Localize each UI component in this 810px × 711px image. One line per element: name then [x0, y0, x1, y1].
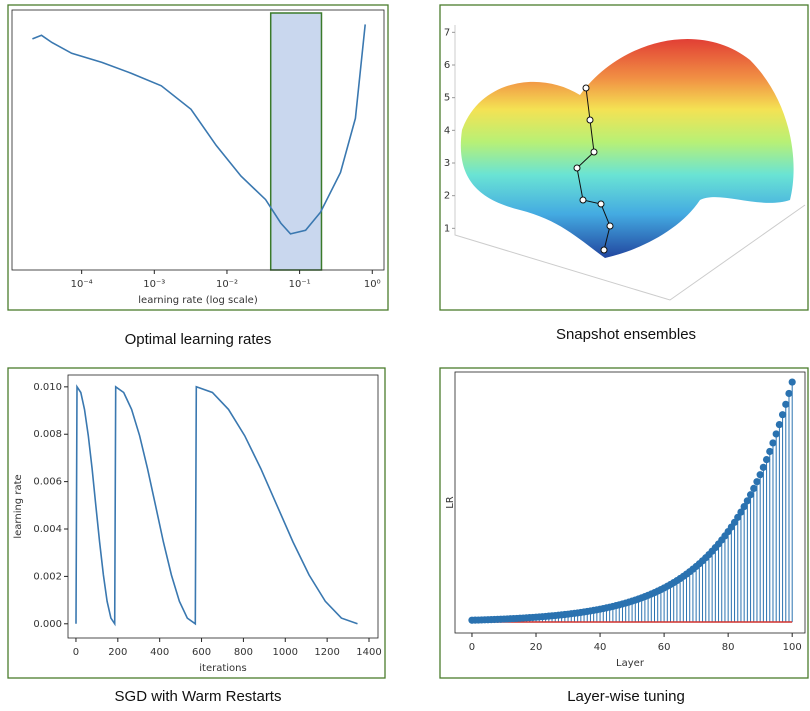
stem-marker — [744, 497, 751, 504]
x-axis-label: Layer — [616, 658, 645, 669]
x-tick-label: 20 — [530, 642, 543, 653]
y-axis-label: LR — [445, 496, 456, 509]
x-tick-label: 100 — [783, 642, 802, 653]
stem-marker — [785, 390, 792, 397]
x-tick-label: 400 — [150, 647, 169, 658]
chart-title: Snapshot ensembles — [556, 326, 696, 343]
z-tick-label: 3 — [444, 158, 450, 169]
stem-marker — [763, 456, 770, 463]
x-tick-label: 200 — [108, 647, 127, 658]
stem-marker — [747, 491, 754, 498]
y-tick-label: 0.008 — [33, 429, 62, 440]
panel-frame — [8, 5, 388, 310]
x-tick-label: 60 — [658, 642, 671, 653]
chart-title: Layer-wise tuning — [567, 688, 685, 705]
x-tick-label: 0 — [73, 647, 79, 658]
stem-marker — [769, 439, 776, 446]
axes-frame — [455, 372, 805, 633]
z-tick-label: 5 — [444, 93, 450, 104]
x-tick-label: 1000 — [273, 647, 298, 658]
x-tick-label: 0 — [469, 642, 475, 653]
x-axis-label: learning rate (log scale) — [138, 295, 258, 306]
x-axis-label: iterations — [199, 663, 246, 674]
x-tick-label: 1200 — [314, 647, 339, 658]
y-axis-label: learning rate — [13, 474, 24, 538]
y-tick-label: 0.010 — [33, 382, 62, 393]
highlight-band — [271, 13, 322, 270]
x-tick-label: 40 — [594, 642, 607, 653]
stem-marker — [779, 411, 786, 418]
line-series — [76, 387, 358, 624]
figure: Optimal learning rates10⁻⁴10⁻³10⁻²10⁻¹10… — [0, 0, 810, 711]
stem-marker — [766, 448, 773, 455]
panel-frame — [440, 368, 808, 678]
axes-frame — [12, 10, 384, 270]
stem-marker — [757, 471, 764, 478]
stem-marker — [782, 401, 789, 408]
x-tick-label: 10⁻³ — [143, 279, 165, 290]
x-tick-label: 10⁻⁴ — [71, 279, 93, 290]
y-tick-label: 0.002 — [33, 571, 62, 582]
surface-decoration — [455, 25, 805, 300]
x-tick-label: 10⁻² — [216, 279, 238, 290]
x-tick-label: 1400 — [356, 647, 381, 658]
stem-marker — [750, 485, 757, 492]
x-tick-label: 10⁻¹ — [289, 279, 311, 290]
y-tick-label: 0.004 — [33, 524, 62, 535]
z-tick-label: 6 — [444, 60, 450, 71]
chart-title: SGD with Warm Restarts — [115, 688, 282, 705]
z-tick-label: 4 — [444, 125, 450, 136]
z-tick-label: 1 — [444, 223, 450, 234]
stem-marker — [773, 430, 780, 437]
y-tick-label: 0.006 — [33, 477, 62, 488]
stem-marker — [760, 464, 767, 471]
z-tick-label: 7 — [444, 27, 450, 38]
x-tick-label: 600 — [192, 647, 211, 658]
stem-marker — [789, 378, 796, 385]
x-tick-label: 800 — [234, 647, 253, 658]
stem-marker — [753, 478, 760, 485]
x-tick-label: 10⁰ — [364, 279, 381, 290]
z-tick-label: 2 — [444, 191, 450, 202]
y-tick-label: 0.000 — [33, 619, 62, 630]
stem-marker — [776, 421, 783, 428]
chart-title: Optimal learning rates — [125, 331, 272, 348]
x-tick-label: 80 — [722, 642, 735, 653]
